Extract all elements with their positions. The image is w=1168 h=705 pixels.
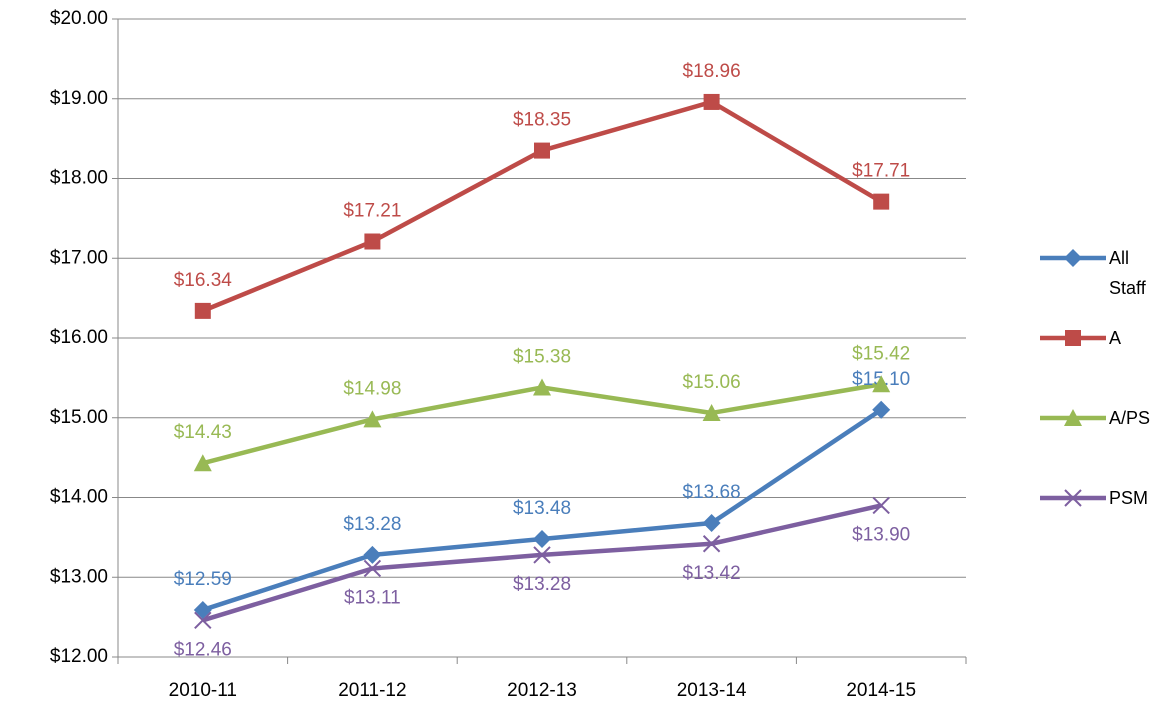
x-tick-label: 2012-13: [507, 680, 577, 701]
data-label: $15.06: [683, 372, 741, 393]
x-tick-label: 2013-14: [677, 680, 747, 701]
data-label: $15.42: [852, 343, 910, 364]
data-label: $13.48: [513, 498, 571, 519]
y-tick-label: $20.00: [50, 8, 108, 29]
data-label: $13.90: [852, 524, 910, 545]
marker: [873, 193, 890, 210]
marker: [872, 496, 890, 515]
legend-label: PSM: [1109, 488, 1149, 508]
y-tick-label: $12.00: [50, 646, 108, 667]
data-label: $17.71: [852, 161, 910, 182]
marker: [1064, 249, 1082, 267]
data-label: $12.59: [174, 569, 232, 590]
data-label: $13.11: [344, 587, 401, 608]
y-tick-label: $17.00: [50, 247, 108, 268]
marker: [702, 514, 721, 533]
x-tick-label: 2011-12: [338, 680, 406, 701]
marker: [533, 546, 551, 564]
marker: [1064, 489, 1082, 507]
y-tick-label: $18.00: [50, 168, 108, 189]
data-label: $14.43: [174, 422, 232, 443]
marker: [1064, 409, 1082, 426]
series-line: [201, 99, 883, 313]
data-label: $13.68: [683, 482, 741, 503]
marker: [363, 410, 382, 428]
x-tick-label: 2010-11: [169, 680, 237, 701]
data-label: $15.38: [513, 346, 571, 367]
data-label: $17.21: [343, 201, 401, 222]
data-label: $13.42: [683, 563, 741, 584]
y-tick-label: $16.00: [50, 327, 108, 348]
y-tick-label: $14.00: [50, 487, 108, 508]
y-tick-label: $19.00: [50, 88, 108, 109]
data-label: $13.28: [513, 574, 571, 595]
data-label: $16.34: [174, 270, 233, 291]
marker: [533, 529, 551, 548]
legend-label: A: [1109, 328, 1122, 348]
data-label: $12.46: [174, 639, 232, 660]
marker: [194, 611, 212, 630]
marker: [702, 535, 721, 553]
marker: [193, 454, 212, 472]
legend-label: All Staff: [1109, 248, 1146, 298]
marker: [702, 403, 721, 421]
marker: [363, 559, 382, 578]
data-label: $18.35: [513, 110, 571, 131]
series-line: [202, 503, 882, 623]
marker: [872, 375, 891, 393]
marker: [703, 93, 720, 110]
marker: [364, 233, 381, 250]
data-label: $14.98: [343, 378, 401, 399]
marker: [1065, 330, 1081, 346]
data-label: $18.96: [683, 61, 741, 82]
marker: [194, 302, 211, 319]
marker: [872, 400, 891, 419]
y-tick-label: $13.00: [50, 566, 108, 587]
data-label: $13.28: [343, 514, 401, 535]
marker: [363, 545, 382, 564]
series-line: [202, 382, 882, 466]
y-tick-label: $15.00: [50, 407, 108, 428]
marker: [533, 378, 551, 396]
legend-label: A/PS: [1109, 408, 1151, 428]
marker: [534, 142, 550, 159]
x-tick-label: 2014-15: [846, 680, 916, 701]
